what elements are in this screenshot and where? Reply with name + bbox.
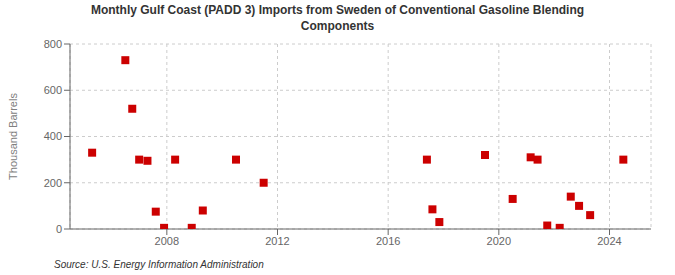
svg-text:400: 400 bbox=[44, 130, 62, 142]
svg-text:2012: 2012 bbox=[265, 235, 289, 247]
svg-text:2016: 2016 bbox=[376, 235, 400, 247]
svg-text:2020: 2020 bbox=[487, 235, 511, 247]
html-text:Components: Components bbox=[300, 19, 375, 33]
svg-text:200: 200 bbox=[44, 177, 62, 189]
html-text:Monthly Gulf Coast (PADD 3) Im: Monthly Gulf Coast (PADD 3) Imports from… bbox=[90, 3, 585, 17]
svg-text:Thousand Barrels: Thousand Barrels bbox=[8, 93, 19, 180]
svg-text:0: 0 bbox=[56, 223, 62, 235]
svg-text:2008: 2008 bbox=[155, 235, 179, 247]
svg-text:600: 600 bbox=[44, 84, 62, 96]
html-text:Source: U.S. Energy Informatio: Source: U.S. Energy Information Administ… bbox=[54, 259, 264, 270]
svg-text:2024: 2024 bbox=[597, 235, 621, 247]
svg-text:800: 800 bbox=[44, 38, 62, 50]
